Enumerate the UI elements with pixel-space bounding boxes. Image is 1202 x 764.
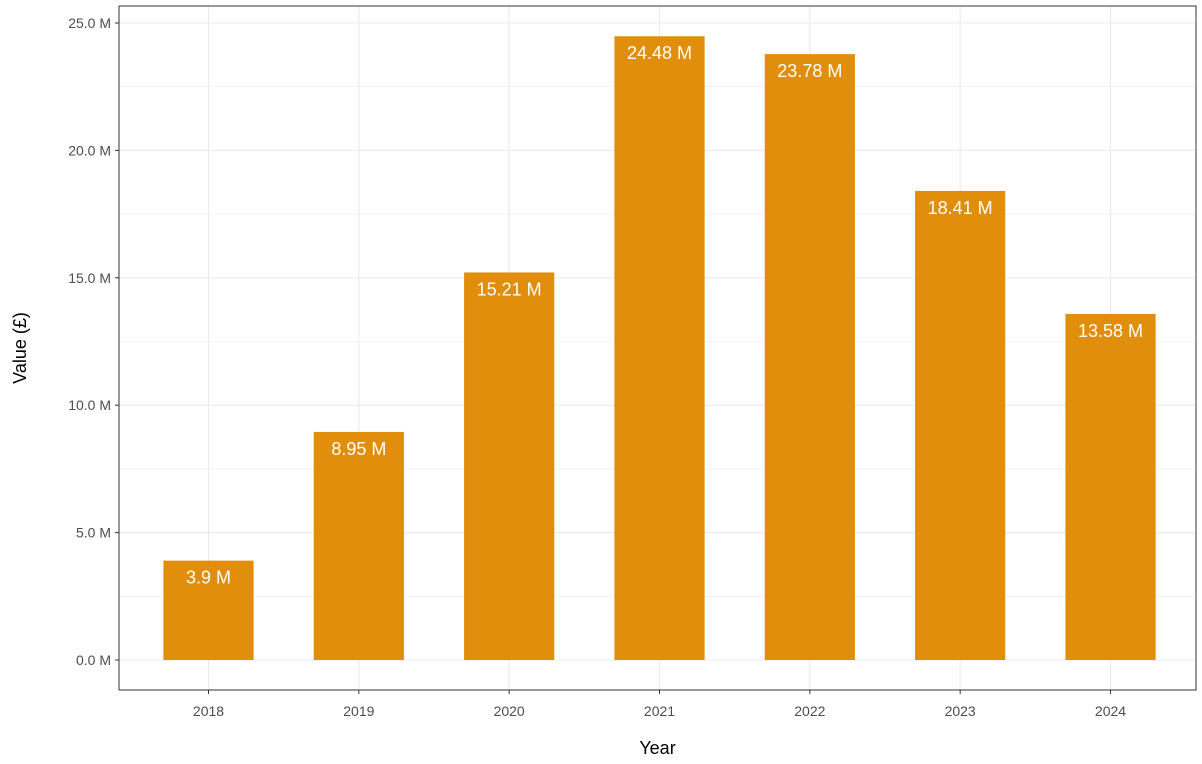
bar — [163, 560, 254, 660]
bar-value-label: 23.78 M — [777, 61, 842, 81]
bar — [915, 190, 1006, 660]
bar-value-label: 3.9 M — [186, 568, 231, 588]
y-tick-label: 20.0 M — [68, 142, 111, 158]
x-tick-label: 2018 — [193, 703, 224, 719]
y-tick-label: 5.0 M — [76, 525, 111, 541]
y-tick-label: 25.0 M — [68, 15, 111, 31]
bar — [464, 272, 555, 660]
y-tick-label: 10.0 M — [68, 397, 111, 413]
bar — [313, 431, 404, 660]
x-tick-label: 2020 — [494, 703, 525, 719]
x-tick-label: 2019 — [343, 703, 374, 719]
bar-value-label: 24.48 M — [627, 43, 692, 63]
y-tick-label: 15.0 M — [68, 270, 111, 286]
x-axis: 2018 2019 2020 2021 2022 2023 2024 — [193, 690, 1126, 719]
bar-value-label: 8.95 M — [331, 439, 386, 459]
x-tick-label: 2021 — [644, 703, 675, 719]
bar-value-label: 18.41 M — [928, 198, 993, 218]
bar-labels: 3.9 M 8.95 M 15.21 M 24.48 M 23.78 M 18.41 M 1… — [186, 43, 1143, 587]
x-tick-label: 2024 — [1095, 703, 1126, 719]
x-tick-label: 2023 — [945, 703, 976, 719]
bar — [764, 54, 855, 661]
y-tick-label: 0.0 M — [76, 652, 111, 668]
x-tick-label: 2022 — [794, 703, 825, 719]
y-axis: 0.0 M 5.0 M 10.0 M 15.0 M 20.0 M 25.0 M — [68, 15, 119, 668]
bar — [1065, 313, 1156, 660]
panel-border — [118, 5, 1197, 691]
bar — [614, 36, 705, 661]
bar-value-label: 15.21 M — [477, 279, 542, 299]
bar-value-label: 13.58 M — [1078, 321, 1143, 341]
y-axis-title: Value (£) — [10, 312, 30, 384]
x-axis-title: Year — [639, 738, 675, 758]
bars — [163, 36, 1156, 661]
